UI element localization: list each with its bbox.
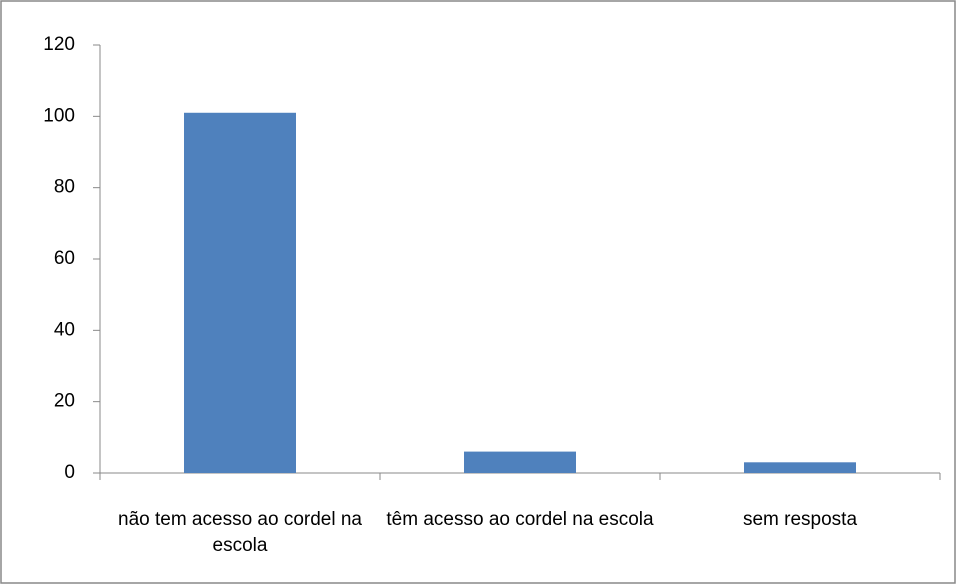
- y-tick-label: 60: [54, 248, 75, 269]
- bar: [184, 112, 296, 474]
- x-tick-label: têm acesso ao cordel na escola: [386, 509, 654, 530]
- y-tick-label: 20: [54, 391, 75, 412]
- bar: [744, 462, 856, 473]
- x-tick-label: sem resposta: [742, 509, 858, 530]
- x-tick-label: não tem acesso ao cordel na escola: [118, 509, 362, 556]
- bar: [464, 451, 576, 473]
- y-tick-label: 40: [54, 319, 75, 340]
- y-tick-label: 0: [64, 462, 75, 483]
- y-tick-label: 80: [54, 177, 75, 198]
- y-tick-label: 120: [43, 34, 75, 55]
- y-tick-label: 100: [43, 105, 75, 126]
